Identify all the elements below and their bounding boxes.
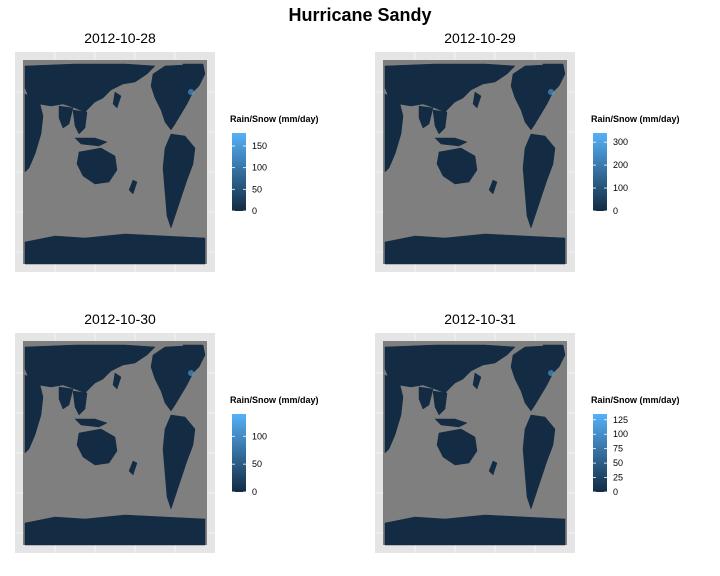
panel-title-1: 2012-10-28 <box>10 30 230 46</box>
precip-highlight <box>188 89 194 95</box>
legend-tick-label: 300 <box>613 137 628 147</box>
legend-tick-label: 100 <box>613 183 628 193</box>
panel-title-2: 2012-10-29 <box>370 30 590 46</box>
legend-title: Rain/Snow (mm/day) <box>230 395 319 405</box>
legend-title: Rain/Snow (mm/day) <box>591 395 680 405</box>
legend-tick-label: 150 <box>252 141 267 151</box>
map-area <box>15 333 215 553</box>
legend-colorbar <box>232 133 246 211</box>
legend-tick-label: 0 <box>613 206 618 216</box>
map-panel-3 <box>15 333 215 553</box>
legend-tick-label: 200 <box>613 160 628 170</box>
legend-tick-label: 50 <box>252 459 262 469</box>
legend-title: Rain/Snow (mm/day) <box>591 114 680 124</box>
legend-title: Rain/Snow (mm/day) <box>230 114 319 124</box>
panel-title-4: 2012-10-31 <box>370 311 590 327</box>
legend-tick-label: 0 <box>613 487 618 497</box>
legend-tick-label: 25 <box>613 473 623 483</box>
legend-tick-label: 0 <box>252 487 257 497</box>
legend-tick-label: 125 <box>613 415 628 425</box>
legend-colorbar <box>232 414 246 492</box>
legend-tick-label: 50 <box>252 184 262 194</box>
legend-tick-label: 0 <box>252 206 257 216</box>
map-area <box>375 52 575 272</box>
map-panel-2 <box>375 52 575 272</box>
precip-highlight <box>188 370 194 376</box>
legend-colorbar <box>593 133 607 211</box>
precip-highlight <box>548 89 554 95</box>
map-panel-1 <box>15 52 215 272</box>
legend-tick-label: 75 <box>613 444 623 454</box>
land-mass <box>25 515 205 545</box>
map-area <box>15 52 215 272</box>
land-mass <box>385 234 565 264</box>
legend-tick-label: 50 <box>613 458 623 468</box>
legend-colorbar <box>593 414 607 492</box>
map-area <box>375 333 575 553</box>
precip-highlight <box>548 370 554 376</box>
map-panel-4 <box>375 333 575 553</box>
panel-title-3: 2012-10-30 <box>10 311 230 327</box>
legend-tick-label: 100 <box>613 429 628 439</box>
land-mass <box>25 234 205 264</box>
land-mass <box>385 515 565 545</box>
legend-tick-label: 100 <box>252 431 267 441</box>
legend-tick-label: 100 <box>252 163 267 173</box>
chart-title: Hurricane Sandy <box>0 5 720 26</box>
